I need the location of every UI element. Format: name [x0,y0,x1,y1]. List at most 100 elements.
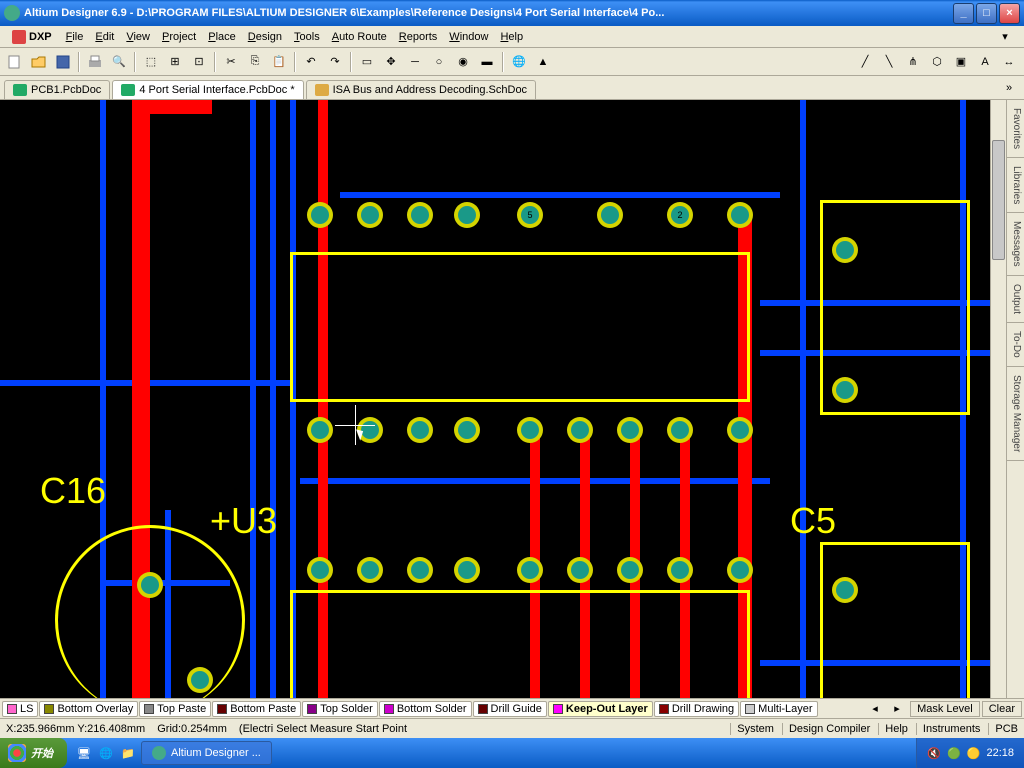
pcb-pad [567,417,593,443]
menu-design[interactable]: Design [242,29,288,45]
panel-tab-output[interactable]: Output [1007,276,1024,323]
layer-tab[interactable]: Bottom Solder [379,701,472,717]
system-tray[interactable]: 🔇 🟢 🟡 22:18 [916,738,1024,768]
place-fill-icon[interactable]: ▬ [476,51,498,73]
place-via-icon[interactable]: ◉ [452,51,474,73]
menu-window[interactable]: Window [443,29,494,45]
fanout-icon[interactable]: ⋔ [902,51,924,73]
panel-tab-storage-manager[interactable]: Storage Manager [1007,367,1024,461]
main-toolbar: 🔍 ⬚ ⊞ ⊡ ✂ ⎘ 📋 ↶ ↷ ▭ ✥ ─ ○ ◉ ▬ 🌐 ▲ ╱ ╲ ⋔ … [0,48,1024,76]
layer-tab[interactable]: Top Paste [139,701,211,717]
tray-icon[interactable]: 🟡 [967,747,981,760]
dxp-menu[interactable]: DXP [8,29,56,45]
panel-tab-favorites[interactable]: Favorites [1007,100,1024,158]
new-icon[interactable] [4,51,26,73]
clear-button[interactable]: Clear [982,701,1022,717]
menu-edit[interactable]: Edit [89,29,120,45]
menu-tools[interactable]: Tools [288,29,326,45]
menu-auto-route[interactable]: Auto Route [326,29,393,45]
panel-tab-libraries[interactable]: Libraries [1007,158,1024,213]
zoom-area-icon[interactable]: ⬚ [140,51,162,73]
select-icon[interactable]: ▭ [356,51,378,73]
zoom-selected-icon[interactable]: ⊡ [188,51,210,73]
tray-icon[interactable]: 🟢 [947,747,961,760]
pcb-pad [597,202,623,228]
taskbar-app-button[interactable]: Altium Designer ... [141,741,272,765]
layer-swatch [553,704,563,714]
layer-tab[interactable]: Keep-Out Layer [548,701,653,717]
place-track-icon[interactable]: ─ [404,51,426,73]
dimension-icon[interactable]: ↔ [998,51,1020,73]
pcb-pad [617,417,643,443]
panel-tab-messages[interactable]: Messages [1007,213,1024,276]
pcb-pad [727,417,753,443]
mask-level-button[interactable]: Mask Level [910,701,980,717]
toolbar-dropdown-icon[interactable]: ▾ [994,26,1016,48]
layer-tab[interactable]: LS [2,701,38,717]
undo-icon[interactable]: ↶ [300,51,322,73]
layer-scroll-right-icon[interactable]: ▸ [886,698,908,720]
menu-view[interactable]: View [120,29,156,45]
document-tab[interactable]: 4 Port Serial Interface.PcbDoc * [112,80,303,99]
pcb-pad [307,417,333,443]
layer-tab[interactable]: Drill Guide [473,701,547,717]
menu-bar: DXP FileEditViewProjectPlaceDesignToolsA… [0,26,1024,48]
menu-file[interactable]: File [60,29,90,45]
tray-icon[interactable]: 🔇 [927,747,941,760]
layer-tab[interactable]: Bottom Paste [212,701,301,717]
status-panel-link[interactable]: System [730,723,774,735]
pcb-pad [454,417,480,443]
status-panel-link[interactable]: Design Compiler [782,723,870,735]
document-tab[interactable]: PCB1.PcbDoc [4,80,110,99]
quicklaunch-icon[interactable]: 🖥 [73,742,95,764]
save-icon[interactable] [52,51,74,73]
browse-icon[interactable]: 🌐 [508,51,530,73]
close-button[interactable]: × [999,3,1020,24]
copy-icon[interactable]: ⎘ [244,51,266,73]
layer-tab[interactable]: Top Solder [302,701,378,717]
pcb-pad [307,557,333,583]
maximize-button[interactable]: □ [976,3,997,24]
tab-overflow-icon[interactable]: » [998,77,1020,99]
print-icon[interactable] [84,51,106,73]
status-panel-link[interactable]: Instruments [916,723,980,735]
layer-tab[interactable]: Drill Drawing [654,701,739,717]
paste-icon[interactable]: 📋 [268,51,290,73]
altium-icon[interactable]: ▲ [532,51,554,73]
polygon-icon[interactable]: ⬡ [926,51,948,73]
menu-project[interactable]: Project [156,29,202,45]
pcb-pad [832,577,858,603]
pcb-pad [832,377,858,403]
vertical-scrollbar[interactable] [990,100,1006,698]
status-panel-link[interactable]: PCB [988,723,1018,735]
layer-swatch [217,704,227,714]
string-icon[interactable]: A [974,51,996,73]
document-tab[interactable]: ISA Bus and Address Decoding.SchDoc [306,80,536,99]
zoom-fit-icon[interactable]: ⊞ [164,51,186,73]
status-panel-link[interactable]: Help [878,723,908,735]
start-button[interactable]: 开始 [0,738,67,768]
pcb-canvas[interactable]: 52C16+U3C5 [0,100,990,698]
redo-icon[interactable]: ↷ [324,51,346,73]
component-icon[interactable]: ▣ [950,51,972,73]
route-icon[interactable]: ╱ [854,51,876,73]
open-icon[interactable] [28,51,50,73]
layer-scroll-left-icon[interactable]: ◂ [864,698,886,720]
preview-icon[interactable]: 🔍 [108,51,130,73]
place-pad-icon[interactable]: ○ [428,51,450,73]
layer-tab[interactable]: Multi-Layer [740,701,817,717]
menu-place[interactable]: Place [202,29,242,45]
quicklaunch-icon[interactable]: 📁 [117,742,139,764]
cut-icon[interactable]: ✂ [220,51,242,73]
pcb-pad: 5 [517,202,543,228]
menu-help[interactable]: Help [494,29,529,45]
quicklaunch-icon[interactable]: 🌐 [95,742,117,764]
minimize-button[interactable]: _ [953,3,974,24]
panel-tab-to-do[interactable]: To-Do [1007,323,1024,367]
layer-tab[interactable]: Bottom Overlay [39,701,138,717]
menu-reports[interactable]: Reports [393,29,444,45]
route-diff-icon[interactable]: ╲ [878,51,900,73]
layer-swatch [659,704,669,714]
layer-swatch [307,704,317,714]
move-icon[interactable]: ✥ [380,51,402,73]
